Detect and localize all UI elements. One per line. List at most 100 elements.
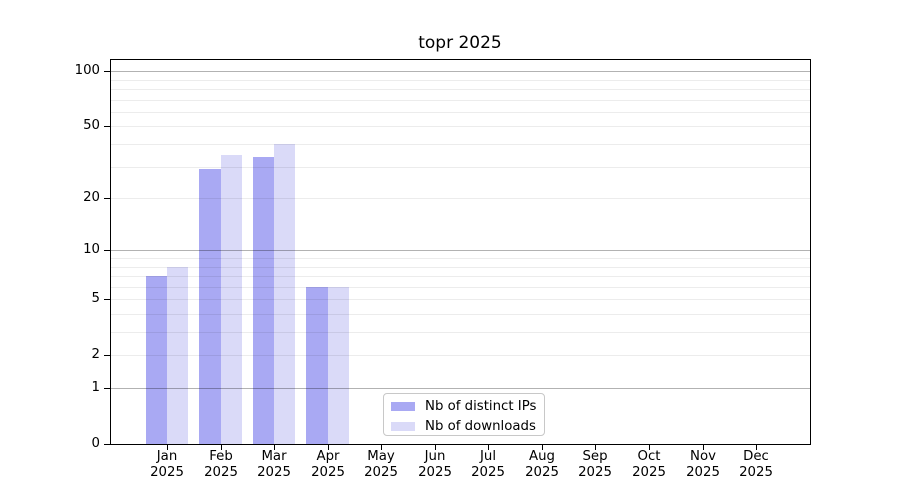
y-tick-label: 0 — [91, 436, 100, 451]
x-tick-mark — [435, 445, 436, 450]
gridline-major — [111, 71, 810, 72]
legend-swatch-downloads — [391, 421, 415, 431]
x-tick-month: Jun — [424, 449, 446, 464]
chart-title: topr 2025 — [418, 33, 502, 53]
x-tick-label: Jan 2025 — [140, 449, 194, 480]
x-tick-mark — [488, 445, 489, 450]
x-tick-month: Oct — [637, 449, 661, 464]
legend-box: Nb of distinct IPs Nb of downloads — [383, 393, 545, 436]
gridline-minor — [111, 332, 810, 333]
axis-spine-right — [810, 59, 811, 445]
x-tick-year: 2025 — [471, 464, 505, 480]
y-tick-mark — [104, 444, 110, 445]
x-tick-year: 2025 — [257, 464, 291, 480]
x-tick-month: Jan — [156, 449, 178, 464]
x-tick-mark — [221, 445, 222, 450]
x-tick-mark — [274, 445, 275, 450]
x-tick-mark — [649, 445, 650, 450]
legend-label: Nb of distinct IPs — [425, 399, 537, 415]
y-tick-label: 20 — [83, 190, 100, 205]
gridline-minor — [111, 299, 810, 300]
y-tick-label: 50 — [83, 118, 100, 133]
y-tick-mark — [104, 388, 110, 389]
gridline-minor — [111, 267, 810, 268]
gridline-minor — [111, 287, 810, 288]
x-tick-month: Nov — [690, 449, 716, 464]
x-tick-year: 2025 — [418, 464, 452, 480]
axis-spine-bottom — [110, 444, 811, 445]
y-tick-mark — [104, 355, 110, 356]
gridline-minor — [111, 144, 810, 145]
gridline-minor — [111, 355, 810, 356]
x-tick-mark — [595, 445, 596, 450]
x-tick-label: Sep 2025 — [568, 449, 622, 480]
legend-item: Nb of distinct IPs — [384, 397, 544, 417]
x-tick-year: 2025 — [578, 464, 612, 480]
x-tick-label: Dec 2025 — [729, 449, 783, 480]
gridline-minor — [111, 314, 810, 315]
gridline-minor — [111, 100, 810, 101]
x-tick-label: Oct 2025 — [622, 449, 676, 480]
x-tick-label: May 2025 — [354, 449, 408, 480]
bar-downloads — [167, 266, 189, 444]
x-tick-label: Nov 2025 — [676, 449, 730, 480]
x-tick-year: 2025 — [632, 464, 666, 480]
x-tick-label: Jul 2025 — [461, 449, 515, 480]
legend-label: Nb of downloads — [425, 418, 536, 434]
bar-distinct-ips — [199, 169, 221, 444]
legend-item: Nb of downloads — [384, 417, 544, 437]
y-tick-mark — [104, 126, 110, 127]
gridline-minor — [111, 126, 810, 127]
legend-swatch-distinct-ips — [391, 402, 415, 412]
x-tick-label: Aug 2025 — [515, 449, 569, 480]
gridline-minor — [111, 112, 810, 113]
y-tick-mark — [104, 198, 110, 199]
bar-distinct-ips — [252, 156, 275, 444]
gridline-minor — [111, 276, 810, 277]
axis-spine-left — [110, 59, 111, 445]
bar-distinct-ips — [306, 286, 328, 444]
x-tick-year: 2025 — [525, 464, 559, 480]
x-tick-month: Feb — [209, 449, 233, 464]
y-tick-label: 10 — [83, 242, 100, 257]
y-tick-mark — [104, 299, 110, 300]
x-tick-year: 2025 — [150, 464, 184, 480]
gridline-minor — [111, 258, 810, 259]
gridline-minor — [111, 80, 810, 81]
x-tick-mark — [381, 445, 382, 450]
x-tick-month: May — [367, 449, 395, 464]
x-tick-month: Aug — [529, 449, 555, 464]
x-tick-year: 2025 — [364, 464, 398, 480]
x-tick-mark — [542, 445, 543, 450]
y-tick-mark — [104, 250, 110, 251]
gridline-major — [111, 388, 810, 389]
bar-downloads — [220, 154, 242, 444]
bar-downloads — [274, 144, 296, 444]
y-tick-label: 2 — [91, 347, 100, 362]
y-tick-label: 5 — [91, 291, 100, 306]
x-tick-year: 2025 — [739, 464, 773, 480]
x-tick-mark — [703, 445, 704, 450]
x-tick-year: 2025 — [686, 464, 720, 480]
x-tick-month: Mar — [261, 449, 287, 464]
y-tick-label: 100 — [74, 63, 100, 78]
x-tick-label: Mar 2025 — [247, 449, 301, 480]
x-tick-month: Apr — [316, 449, 340, 464]
axis-spine-top — [110, 59, 811, 60]
x-tick-year: 2025 — [204, 464, 238, 480]
y-tick-label: 1 — [91, 380, 100, 395]
gridline-minor — [111, 198, 810, 199]
x-tick-mark — [328, 445, 329, 450]
x-tick-label: Feb 2025 — [194, 449, 248, 480]
x-tick-mark — [167, 445, 168, 450]
x-tick-month: Sep — [582, 449, 608, 464]
x-tick-year: 2025 — [311, 464, 345, 480]
gridline-major — [111, 250, 810, 251]
x-tick-label: Jun 2025 — [408, 449, 462, 480]
bar-downloads — [327, 286, 350, 444]
gridline-minor — [111, 167, 810, 168]
y-tick-mark — [104, 71, 110, 72]
x-tick-month: Dec — [743, 449, 769, 464]
x-tick-month: Jul — [479, 449, 497, 464]
